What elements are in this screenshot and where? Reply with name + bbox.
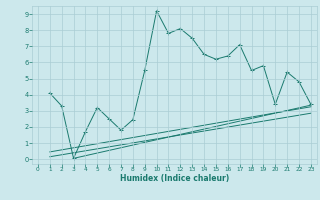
X-axis label: Humidex (Indice chaleur): Humidex (Indice chaleur)	[120, 174, 229, 183]
